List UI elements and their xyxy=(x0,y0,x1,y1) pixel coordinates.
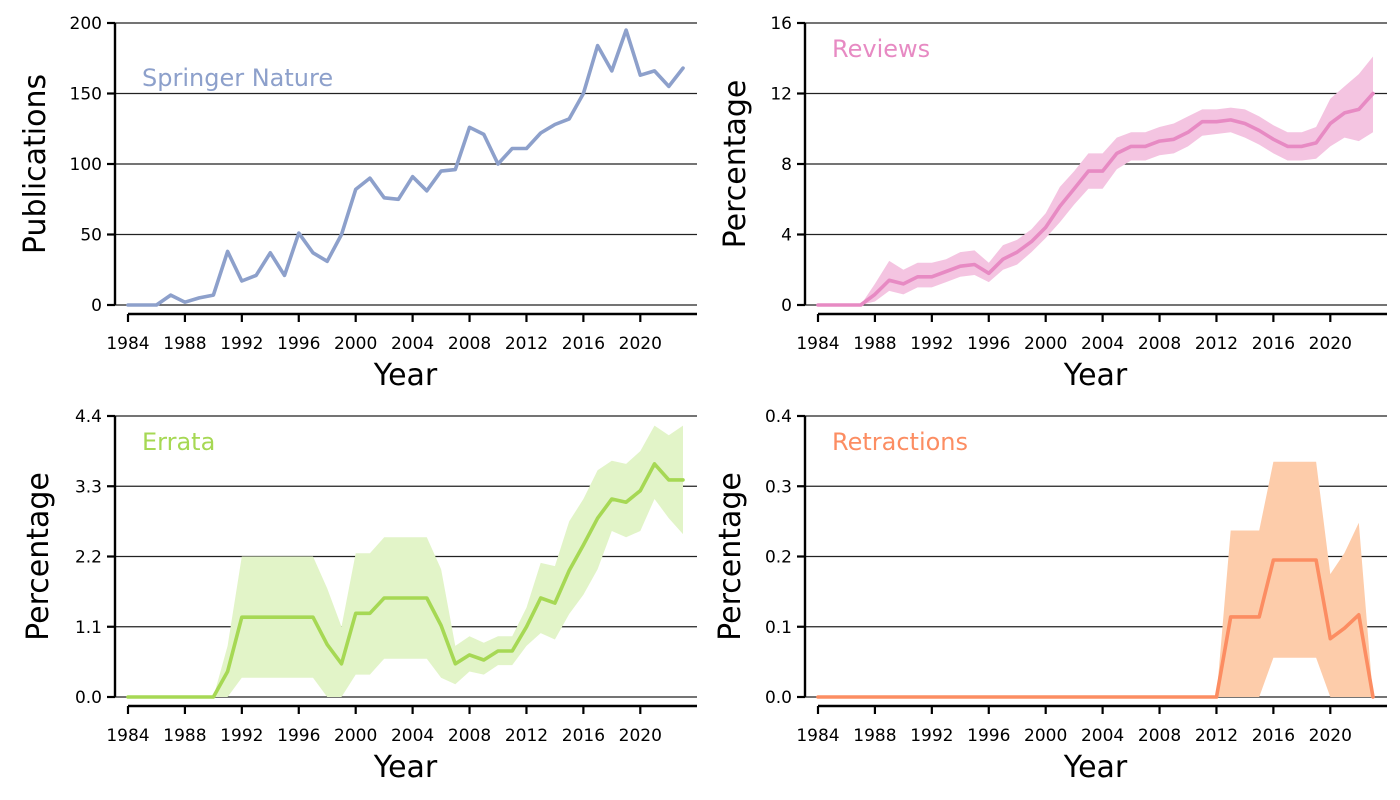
x-axis-title: Year xyxy=(1063,358,1128,393)
y-tick-label: 200 xyxy=(70,14,102,34)
y-axis-title: Percentage xyxy=(718,80,753,249)
y-axis-title: Publications xyxy=(18,74,53,254)
y-tick-label: 0.0 xyxy=(75,688,102,708)
y-tick-label: 100 xyxy=(70,155,102,175)
panel-label: Springer Nature xyxy=(142,64,333,92)
x-tick-label: 1996 xyxy=(277,726,320,746)
y-tick-label: 1.1 xyxy=(75,618,102,638)
x-tick-label: 1992 xyxy=(910,334,953,354)
x-tick-label: 2016 xyxy=(1252,334,1295,354)
y-tick-label: 0.4 xyxy=(765,407,792,427)
x-tick-label: 1988 xyxy=(853,334,896,354)
x-tick-label: 1996 xyxy=(277,334,320,354)
x-tick-label: 2000 xyxy=(1024,334,1067,354)
series-line xyxy=(816,91,1375,307)
x-tick-label: 2020 xyxy=(1309,334,1352,354)
series-line xyxy=(126,462,685,699)
chart-panel-bottom-left: 0.0 1.1 2.2 3.3 4.4 1984 1988 1992 1996 2000 2004 2… xyxy=(21,407,697,785)
panel-label: Retractions xyxy=(832,428,968,456)
x-tick-label: 2020 xyxy=(619,726,662,746)
x-tick-label: 1992 xyxy=(220,726,263,746)
chart-panel-bottom-right: 0.0 0.1 0.2 0.3 0.4 1984 1988 1992 1996 2000 2004 2… xyxy=(713,407,1387,785)
y-tick-label: 12 xyxy=(770,85,792,105)
y-tick-label: 4 xyxy=(781,226,792,246)
y-tick-label: 4.4 xyxy=(75,407,102,427)
y-tick-label: 0 xyxy=(91,296,102,316)
x-tick-label: 1988 xyxy=(163,334,206,354)
x-tick-label: 1992 xyxy=(910,726,953,746)
x-tick-label: 2008 xyxy=(448,334,491,354)
x-tick-label: 2000 xyxy=(334,726,377,746)
y-tick-label: 2.2 xyxy=(75,548,102,568)
x-tick-label: 1996 xyxy=(967,726,1010,746)
y-tick-label: 150 xyxy=(70,85,102,105)
x-tick-label: 2000 xyxy=(1024,726,1067,746)
x-tick-label: 2000 xyxy=(334,334,377,354)
y-tick-label: 0.2 xyxy=(765,548,792,568)
x-tick-label: 2012 xyxy=(1195,334,1238,354)
x-tick-label: 2016 xyxy=(562,334,605,354)
x-tick-label: 1984 xyxy=(106,726,149,746)
x-tick-label: 2004 xyxy=(391,334,434,354)
x-tick-label: 1984 xyxy=(106,334,149,354)
chart-panel-top-left: 0 50 100 150 200 1984 1988 1992 1996 2000 2004 2008… xyxy=(18,14,697,393)
x-tick-label: 2020 xyxy=(619,334,662,354)
y-tick-label: 0 xyxy=(781,296,792,316)
x-tick-label: 2008 xyxy=(1138,726,1181,746)
y-tick-label: 3.3 xyxy=(75,477,102,497)
x-axis-title: Year xyxy=(373,358,438,393)
x-tick-label: 1996 xyxy=(967,334,1010,354)
x-axis-title: Year xyxy=(373,750,438,785)
confidence-band xyxy=(128,425,683,697)
x-tick-label: 2008 xyxy=(448,726,491,746)
x-tick-label: 2004 xyxy=(1081,334,1124,354)
x-tick-label: 2008 xyxy=(1138,334,1181,354)
x-tick-label: 2020 xyxy=(1309,726,1352,746)
y-tick-label: 50 xyxy=(80,226,102,246)
x-tick-label: 2012 xyxy=(505,726,548,746)
panel-label: Errata xyxy=(142,428,215,456)
x-tick-label: 2012 xyxy=(1195,726,1238,746)
series-line xyxy=(126,28,685,307)
x-tick-label: 1984 xyxy=(796,334,839,354)
series-line xyxy=(816,558,1375,699)
x-tick-label: 2012 xyxy=(505,334,548,354)
y-tick-label: 0.1 xyxy=(765,618,792,638)
confidence-band xyxy=(818,56,1373,305)
x-axis-title: Year xyxy=(1063,750,1128,785)
chart-panel-top-right: 0 4 8 12 16 1984 1988 1992 1996 2000 2004 2008 2012 2… xyxy=(718,14,1387,393)
confidence-band xyxy=(818,461,1373,697)
x-tick-label: 1984 xyxy=(796,726,839,746)
y-tick-label: 0.0 xyxy=(765,688,792,708)
x-tick-label: 1992 xyxy=(220,334,263,354)
y-axis-title: Percentage xyxy=(713,472,748,641)
y-axis-title: Percentage xyxy=(21,472,56,641)
x-tick-label: 2016 xyxy=(1252,726,1295,746)
x-tick-label: 1988 xyxy=(163,726,206,746)
y-tick-label: 8 xyxy=(781,155,792,175)
panel-label: Reviews xyxy=(832,35,930,63)
y-tick-label: 16 xyxy=(770,14,792,34)
y-tick-label: 0.3 xyxy=(765,477,792,497)
x-tick-label: 2004 xyxy=(391,726,434,746)
x-tick-label: 1988 xyxy=(853,726,896,746)
x-tick-label: 2016 xyxy=(562,726,605,746)
x-tick-label: 2004 xyxy=(1081,726,1124,746)
